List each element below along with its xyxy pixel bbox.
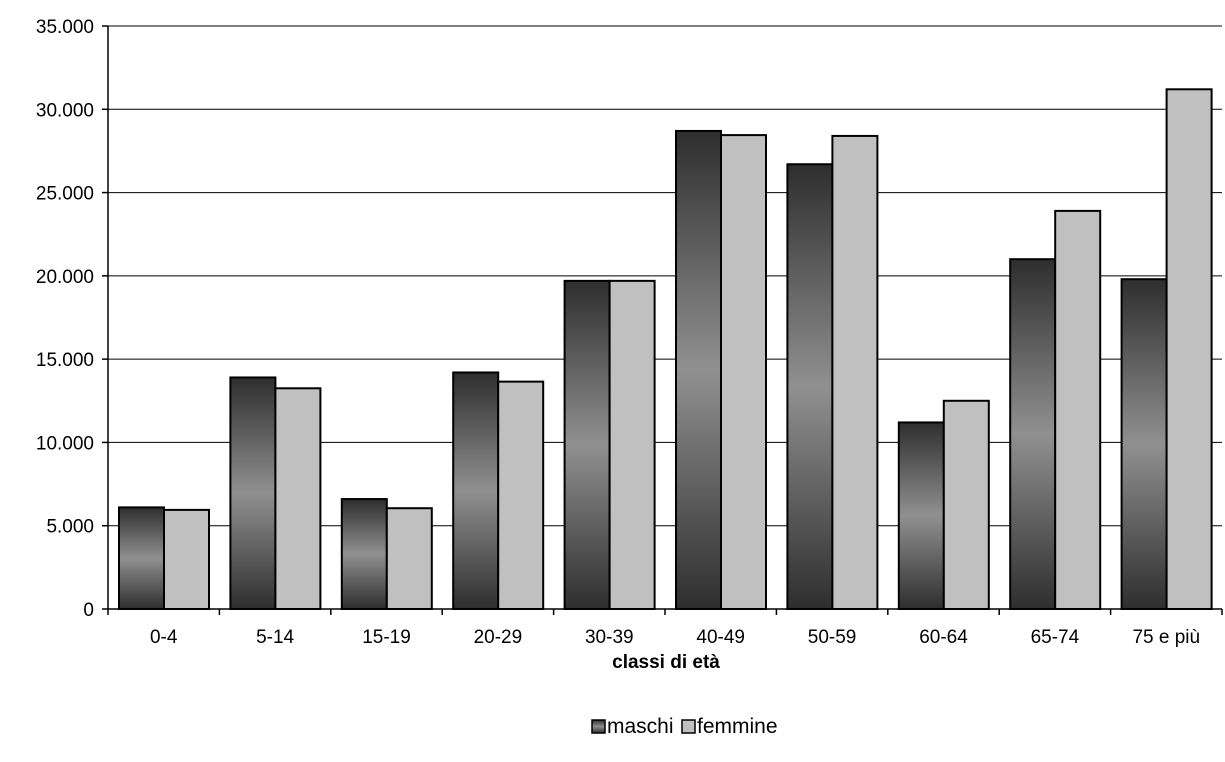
bars: [118, 88, 1213, 611]
x-axis-title: classi di età: [612, 652, 720, 673]
x-tick-label: 75 e più: [1132, 627, 1200, 648]
x-tick-label: 20-29: [474, 627, 523, 648]
bar-femmine-60-64: [942, 399, 990, 610]
bar-femmine-50-59: [831, 134, 879, 611]
y-tick-label: 30.000: [36, 100, 94, 121]
x-tick-label: 30-39: [585, 627, 634, 648]
bar-maschi-30-39: [563, 279, 611, 610]
axes: [102, 25, 1223, 615]
bar-femmine-5-14: [274, 387, 322, 610]
bar-maschi-60-64: [897, 421, 945, 610]
x-tick-label: 40-49: [696, 627, 745, 648]
bar-maschi-50-59: [786, 163, 834, 611]
legend-swatch-maschi: [591, 719, 606, 734]
bar-femmine-20-29: [497, 380, 545, 610]
bar-maschi-15-19: [340, 498, 388, 611]
bar-femmine-75-e-più: [1165, 88, 1213, 611]
x-tick-label: 5-14: [256, 627, 294, 648]
x-tick-label: 65-74: [1031, 627, 1080, 648]
x-tick-label: 60-64: [919, 627, 968, 648]
bar-maschi-65-74: [1009, 258, 1057, 610]
bar-femmine-65-74: [1054, 209, 1102, 610]
bar-maschi-40-49: [675, 129, 722, 610]
x-tick-label: 0-4: [150, 627, 178, 648]
bar-femmine-0-4: [163, 508, 210, 611]
y-tick-label: 35.000: [36, 17, 94, 38]
y-tick-label: 5.000: [46, 517, 94, 538]
y-tick-label: 10.000: [36, 433, 94, 454]
bar-femmine-40-49: [720, 134, 767, 610]
bar-femmine-30-39: [608, 279, 656, 610]
legend-label-maschi: maschi: [607, 715, 674, 738]
legend-swatch-femmine: [681, 719, 696, 734]
legend: maschi femmine: [591, 715, 778, 738]
y-tick-label: 25.000: [36, 184, 94, 205]
bar-maschi-0-4: [118, 506, 165, 610]
y-tick-label: 0: [83, 600, 94, 621]
y-tick-label: 20.000: [36, 267, 94, 288]
x-tick-label: 15-19: [362, 627, 411, 648]
bar-maschi-75-e-più: [1120, 278, 1168, 610]
tick-labels: 0 5.000 10.000 15.000 20.000 25.000 30.000 35.0…: [36, 17, 1200, 648]
x-tick-label: 50-59: [808, 627, 857, 648]
bar-maschi-5-14: [229, 376, 277, 611]
legend-label-femmine: femmine: [697, 715, 778, 738]
bar-maschi-20-29: [452, 371, 500, 610]
y-tick-label: 15.000: [36, 350, 94, 371]
bar-femmine-15-19: [385, 507, 433, 610]
